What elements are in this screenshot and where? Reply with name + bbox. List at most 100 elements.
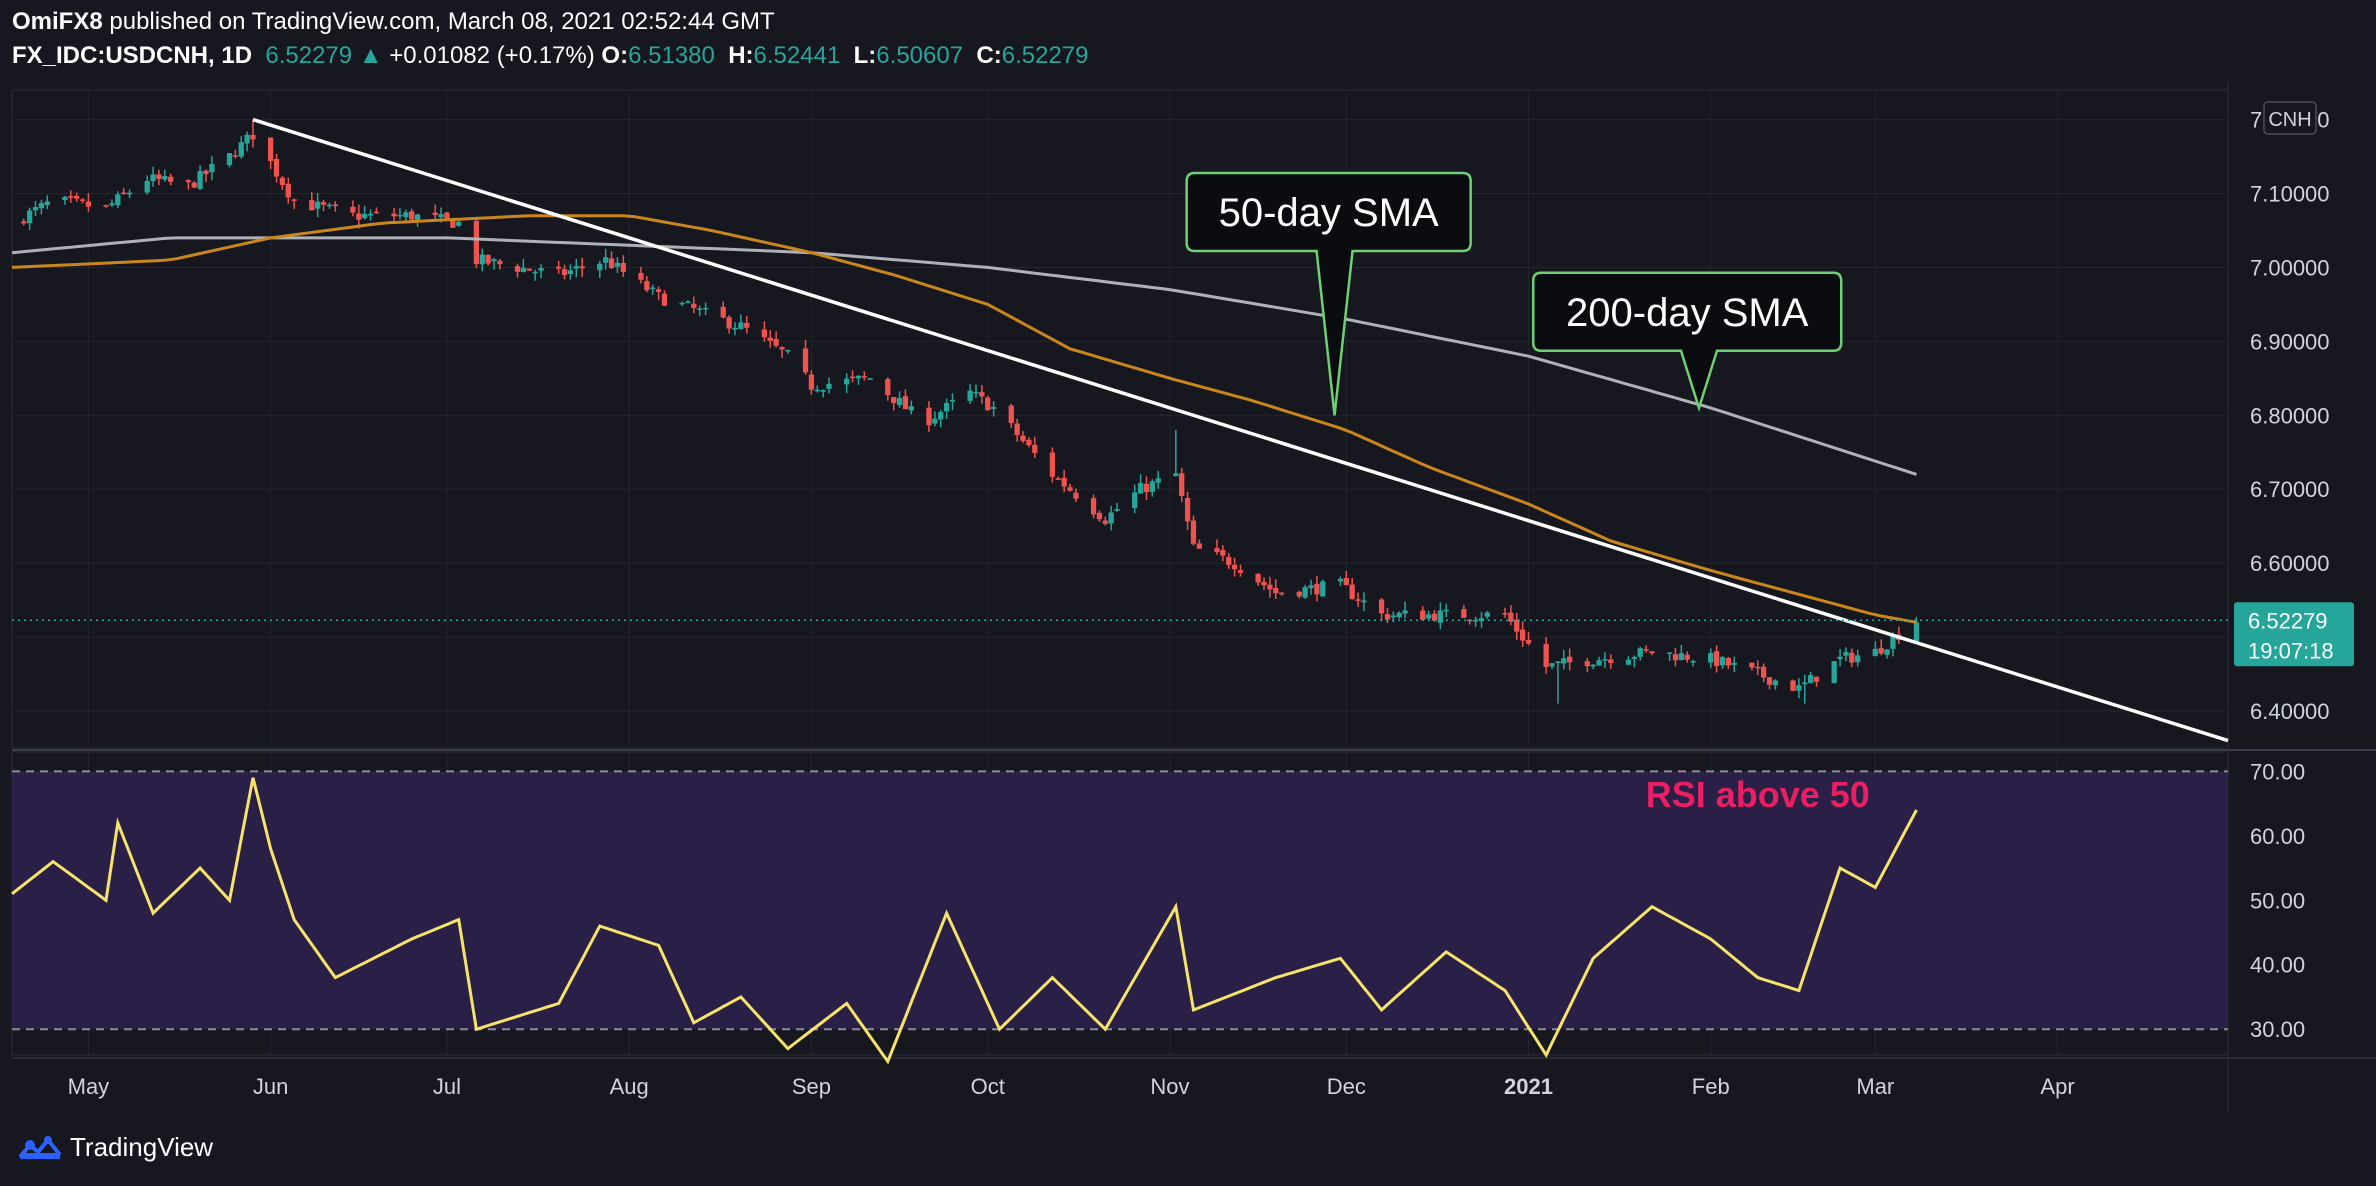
candle-body	[1649, 651, 1655, 654]
candle-body	[1637, 648, 1643, 657]
candle-body	[1596, 660, 1602, 666]
candle-body	[1625, 659, 1632, 665]
candle-body	[802, 348, 809, 373]
candle-body	[1137, 483, 1144, 494]
price-tick-label: 6.80000	[2250, 403, 2330, 428]
candle-body	[1802, 682, 1808, 685]
candle-body	[1190, 520, 1197, 544]
candle-body	[820, 390, 826, 392]
candle-body	[1725, 658, 1732, 666]
candle-body	[1390, 615, 1396, 618]
candle-body	[21, 221, 27, 224]
candle-body	[320, 202, 327, 205]
brand-name: TradingView	[70, 1132, 214, 1162]
candle-body	[761, 329, 768, 338]
time-tick-label: 2021	[1504, 1074, 1553, 1099]
candle-body	[896, 398, 903, 406]
candle-body	[326, 204, 333, 207]
tradingview-brand[interactable]: TradingView	[18, 1132, 213, 1163]
candle-body	[1231, 564, 1238, 570]
candle-body	[1255, 573, 1261, 583]
candle-body	[779, 347, 785, 350]
close-label: C:	[976, 42, 1002, 69]
candle-body	[1890, 636, 1896, 649]
candle-body	[103, 205, 109, 207]
candle-body	[979, 392, 985, 397]
rsi-band	[12, 771, 2228, 1030]
candle-body	[1155, 478, 1161, 483]
candle-body	[1296, 591, 1302, 597]
candle-body	[32, 207, 39, 211]
candle-body	[1508, 612, 1514, 622]
candle-body	[432, 212, 438, 216]
candle-body	[267, 137, 274, 162]
candle-body	[1666, 652, 1673, 654]
rsi-tick-label: 70.00	[2250, 759, 2305, 784]
symbol-name[interactable]: FX_IDC:USDCNH, 1D	[12, 42, 253, 69]
candle-body	[403, 212, 409, 217]
candle-body	[1708, 653, 1714, 663]
close-value: 6.52279	[1001, 42, 1089, 69]
candle-body	[1425, 614, 1432, 619]
candle-body	[1878, 648, 1884, 654]
candle-body	[902, 396, 909, 410]
candle-body	[655, 289, 662, 292]
candle-body	[309, 200, 315, 211]
up-arrow-icon: ▲	[358, 42, 383, 69]
candle-body	[1502, 612, 1508, 615]
candle-body	[938, 412, 944, 420]
candle-body	[1179, 473, 1185, 496]
candle-body	[1796, 685, 1802, 691]
sma50-callout	[1185, 171, 1472, 416]
candle-body	[1032, 444, 1038, 453]
candle-body	[556, 266, 562, 269]
candle-body	[85, 201, 92, 207]
candle-body	[1684, 654, 1690, 660]
candle-body	[144, 180, 150, 193]
time-tick-label: Jul	[433, 1074, 461, 1099]
candle-body	[1149, 481, 1155, 492]
candle-body	[1872, 648, 1878, 657]
candle-body	[908, 406, 914, 411]
candle-body	[1478, 618, 1485, 622]
candle-body	[397, 214, 403, 217]
candle-body	[785, 350, 791, 352]
high-label: H:	[728, 42, 754, 69]
candle-body	[603, 257, 609, 263]
candle-body	[1525, 639, 1532, 644]
candle-body	[1461, 608, 1467, 618]
candle-body	[732, 327, 738, 330]
candle-body	[1384, 614, 1391, 620]
candle-body	[273, 158, 280, 177]
candle-body	[685, 301, 691, 304]
candle-body	[949, 399, 956, 402]
candle-body	[1514, 619, 1520, 632]
last-price-label: 6.52279	[2248, 608, 2328, 633]
rsi-annotation: RSI above 50	[1646, 774, 1870, 815]
candle-body	[1278, 592, 1285, 595]
candle-body	[438, 214, 444, 218]
candle-body	[1567, 656, 1573, 663]
candle-body	[855, 375, 862, 379]
candle-body	[926, 407, 932, 426]
time-tick-label: Mar	[1856, 1074, 1894, 1099]
symbol-legend: FX_IDC:USDCNH, 1D 6.52279 ▲ +0.01082 (+0…	[12, 42, 1089, 70]
author-name[interactable]: OmiFX8	[12, 8, 103, 35]
candle-body	[1132, 492, 1138, 509]
candle-body	[1472, 619, 1479, 622]
candle-body	[885, 379, 891, 396]
time-tick-label: Feb	[1692, 1074, 1730, 1099]
candle-body	[373, 211, 380, 214]
candle-body	[203, 170, 209, 175]
candle-body	[1273, 587, 1279, 594]
candle-body	[1237, 570, 1244, 573]
candle-body	[1302, 587, 1308, 598]
last-price-badge	[2234, 602, 2354, 667]
tradingview-logo-icon	[18, 1135, 62, 1159]
candle-body	[1843, 652, 1849, 656]
candle-body	[520, 267, 527, 272]
candle-body	[1678, 653, 1684, 660]
candle-body	[650, 287, 656, 290]
candle-body	[1102, 520, 1108, 524]
